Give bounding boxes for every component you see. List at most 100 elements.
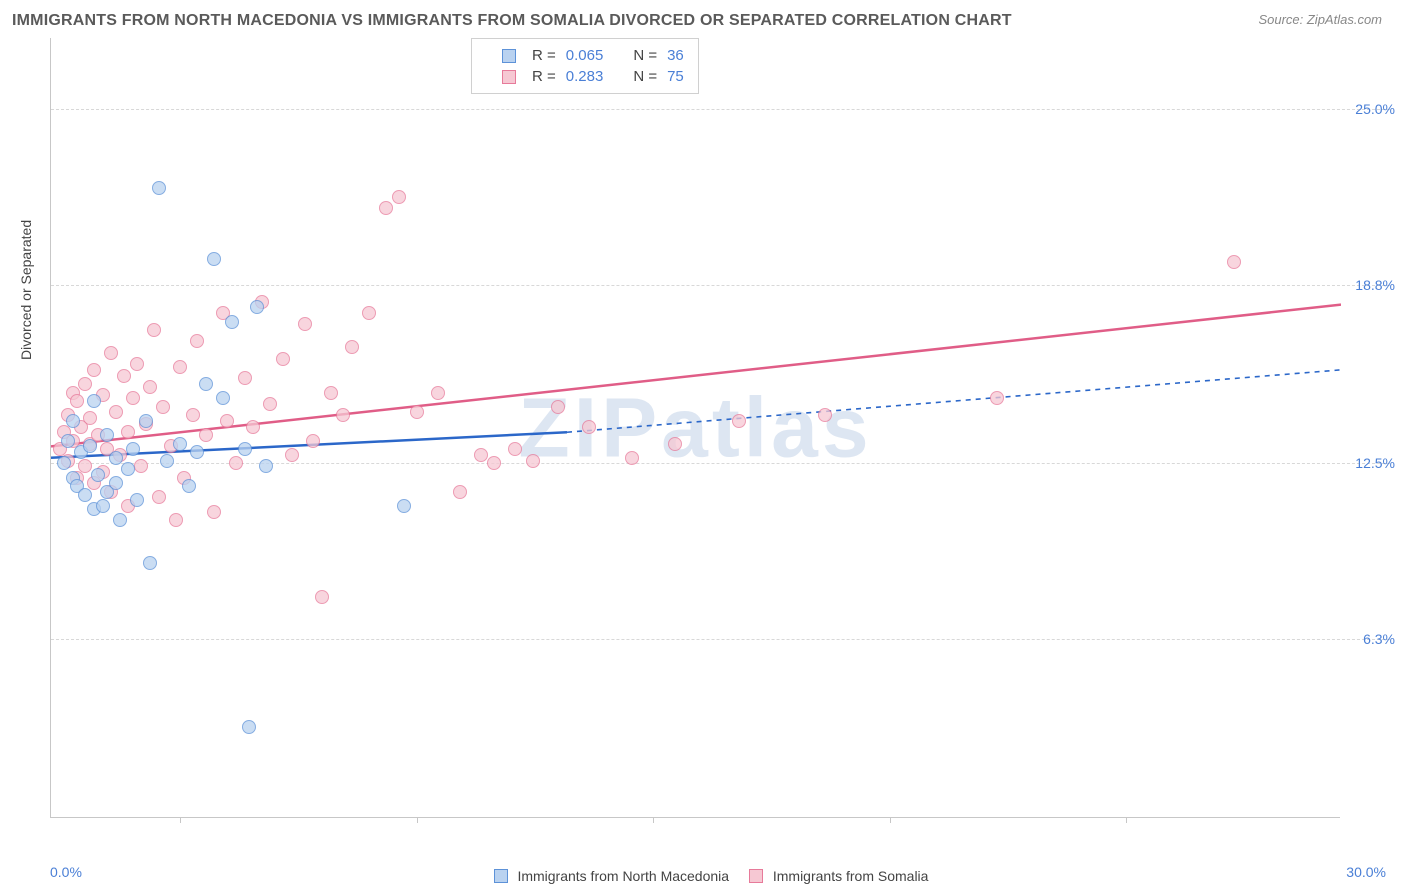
scatter-point-series-b [410,405,424,419]
scatter-point-series-b [126,391,140,405]
scatter-point-series-b [276,352,290,366]
scatter-point-series-b [453,485,467,499]
scatter-point-series-b [582,420,596,434]
scatter-point-series-b [526,454,540,468]
scatter-point-series-b [379,201,393,215]
scatter-point-series-b [732,414,746,428]
scatter-point-series-b [207,505,221,519]
scatter-point-series-a [78,488,92,502]
legend-label-a: Immigrants from North Macedonia [517,868,729,884]
legend-label-b: Immigrants from Somalia [773,868,929,884]
n-value-a: 36 [667,47,684,64]
scatter-point-series-a [61,434,75,448]
scatter-point-series-b [229,456,243,470]
scatter-point-series-b [285,448,299,462]
scatter-point-series-b [134,459,148,473]
y-axis-label: 6.3% [1345,631,1395,647]
scatter-point-series-a [109,476,123,490]
scatter-point-series-b [78,377,92,391]
scatter-point-series-b [431,386,445,400]
y-axis-title: Divorced or Separated [18,220,34,360]
swatch-series-a [502,49,516,63]
scatter-point-series-b [83,411,97,425]
scatter-point-series-b [143,380,157,394]
chart-svg-layer [51,38,1341,818]
scatter-point-series-b [508,442,522,456]
r-value-b: 0.283 [566,68,604,85]
scatter-point-series-a [91,468,105,482]
scatter-point-series-b [625,451,639,465]
scatter-point-series-b [156,400,170,414]
stats-row-series-b: R = 0.283 N = 75 [486,66,684,87]
scatter-point-series-a [207,252,221,266]
scatter-point-series-b [990,391,1004,405]
scatter-point-series-b [298,317,312,331]
scatter-point-series-a [238,442,252,456]
scatter-point-series-b [392,190,406,204]
scatter-point-series-b [173,360,187,374]
scatter-point-series-b [78,459,92,473]
scatter-point-series-b [169,513,183,527]
scatter-point-series-a [109,451,123,465]
scatter-chart: ZIPatlas R = 0.065 N = 36 R = 0.283 N = … [50,38,1340,818]
scatter-point-series-b [147,323,161,337]
scatter-point-series-b [315,590,329,604]
scatter-point-series-a [259,459,273,473]
scatter-point-series-a [143,556,157,570]
scatter-point-series-b [220,414,234,428]
scatter-point-series-a [173,437,187,451]
r-value-a: 0.065 [566,47,604,64]
scatter-point-series-b [190,334,204,348]
scatter-point-series-b [324,386,338,400]
scatter-point-series-b [487,456,501,470]
chart-title: IMMIGRANTS FROM NORTH MACEDONIA VS IMMIG… [12,12,1394,30]
scatter-point-series-a [190,445,204,459]
scatter-point-series-a [397,499,411,513]
scatter-point-series-a [225,315,239,329]
scatter-point-series-a [113,513,127,527]
scatter-point-series-a [126,442,140,456]
scatter-point-series-a [160,454,174,468]
y-axis-label: 25.0% [1345,101,1395,117]
scatter-point-series-b [109,405,123,419]
scatter-point-series-b [238,371,252,385]
swatch-series-b [749,869,763,883]
scatter-point-series-b [263,397,277,411]
y-axis-label: 12.5% [1345,455,1395,471]
source-attribution: Source: ZipAtlas.com [1258,12,1382,27]
scatter-point-series-a [199,377,213,391]
y-axis-label: 18.8% [1345,277,1395,293]
stats-legend-box: R = 0.065 N = 36 R = 0.283 N = 75 [471,38,699,94]
scatter-point-series-a [139,414,153,428]
scatter-point-series-a [100,428,114,442]
scatter-point-series-a [96,499,110,513]
scatter-point-series-b [306,434,320,448]
scatter-point-series-a [83,439,97,453]
scatter-point-series-a [57,456,71,470]
scatter-point-series-a [152,181,166,195]
scatter-point-series-b [130,357,144,371]
scatter-point-series-b [551,400,565,414]
scatter-point-series-b [152,490,166,504]
n-value-b: 75 [667,68,684,85]
scatter-point-series-a [216,391,230,405]
n-label: N = [633,68,657,85]
scatter-point-series-b [199,428,213,442]
n-label: N = [633,47,657,64]
scatter-point-series-b [668,437,682,451]
scatter-point-series-a [130,493,144,507]
scatter-point-series-a [66,414,80,428]
scatter-point-series-b [87,363,101,377]
scatter-point-series-b [246,420,260,434]
scatter-point-series-b [362,306,376,320]
bottom-legend: Immigrants from North Macedonia Immigran… [0,868,1406,884]
scatter-point-series-a [242,720,256,734]
scatter-point-series-a [87,394,101,408]
scatter-point-series-b [474,448,488,462]
scatter-point-series-b [117,369,131,383]
swatch-series-b [502,70,516,84]
swatch-series-a [494,869,508,883]
scatter-point-series-b [336,408,350,422]
scatter-point-series-b [70,394,84,408]
scatter-point-series-b [345,340,359,354]
